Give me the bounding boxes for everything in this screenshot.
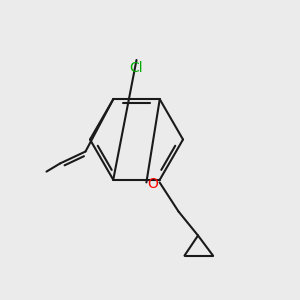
Text: Cl: Cl	[130, 61, 143, 74]
Text: O: O	[148, 178, 158, 191]
